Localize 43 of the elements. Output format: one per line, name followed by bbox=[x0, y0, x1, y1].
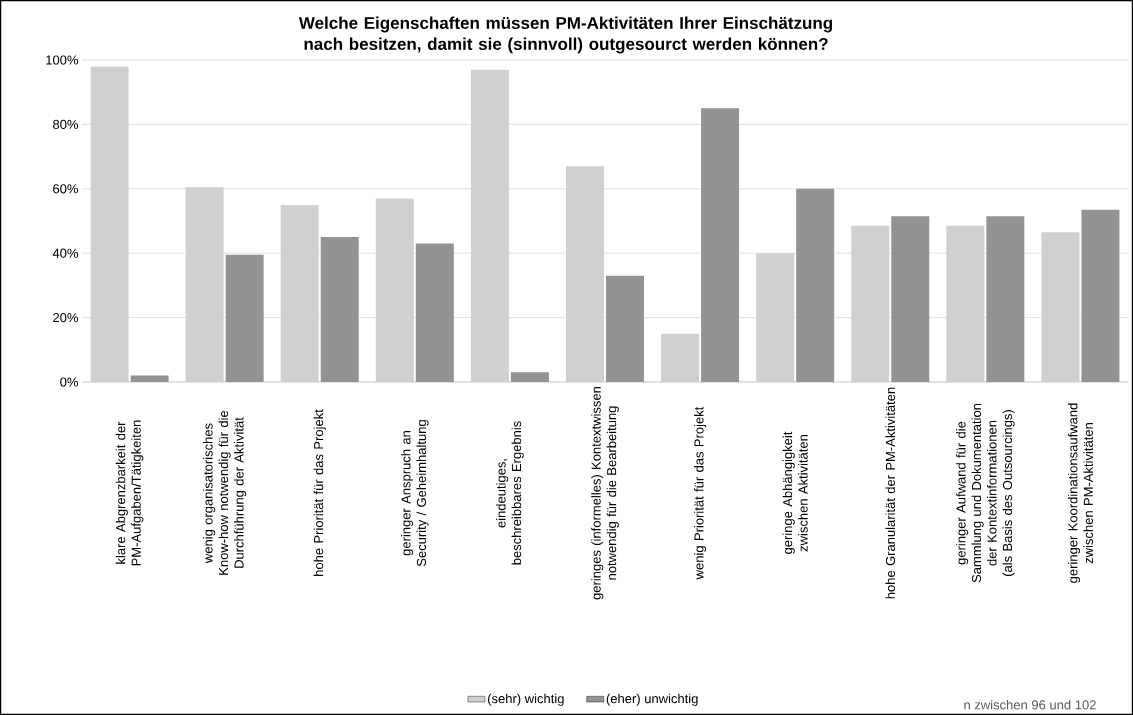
x-tick-label: wenig organisatorisches Know-how notwendig für die Durchführung der Aktivität bbox=[203, 410, 247, 575]
bar bbox=[130, 375, 169, 382]
chart-title: Welche Eigenschaften müssen PM-Aktivitäten Ihrer Einschätzung nach besitzen, damit sie (sinnvoll) outgesourct werden können? bbox=[298, 16, 833, 54]
x-tick-label: wenig Priorität für das Projekt bbox=[694, 406, 707, 580]
bar bbox=[415, 243, 454, 382]
bar bbox=[1081, 209, 1120, 382]
bar bbox=[851, 225, 890, 382]
bar bbox=[986, 216, 1025, 382]
bar bbox=[566, 166, 604, 382]
x-tick-label: geringes (informelles) Kontextwissen notwendig für die Bearbeitung bbox=[591, 386, 619, 600]
bar bbox=[320, 237, 359, 382]
y-tick-label: 100% bbox=[46, 55, 79, 65]
bar bbox=[185, 187, 224, 382]
y-tick-label: 80% bbox=[53, 119, 79, 129]
y-tick-label: 40% bbox=[52, 248, 79, 258]
bar bbox=[606, 275, 644, 382]
bar bbox=[756, 253, 795, 382]
x-tick-label: hohe Priorität für das Projekt bbox=[313, 409, 326, 576]
bar bbox=[891, 216, 930, 382]
bar bbox=[470, 69, 509, 382]
legend-label: (eher) unwichtig bbox=[606, 693, 698, 706]
bar bbox=[946, 225, 985, 382]
bar bbox=[1041, 232, 1080, 382]
y-tick-label: 60% bbox=[53, 184, 79, 194]
x-tick-label: eindeutiges, beschreibbares Ergebnis bbox=[496, 421, 524, 565]
bar bbox=[701, 108, 740, 382]
x-tick-label: hohe Granularität der PM-Aktivitäten bbox=[885, 387, 896, 599]
bar bbox=[225, 254, 264, 382]
text: n zwischen 96 und 102 bbox=[964, 699, 1096, 710]
x-tick-label: klare Abgrenzbarkeit der PM-Aufgaben/Tätigkeiten bbox=[115, 420, 144, 566]
bar bbox=[510, 372, 549, 382]
x-tick-label: geringer Koordinationsaufwand zwischen PM-Aktivitäten bbox=[1067, 403, 1093, 583]
bar bbox=[375, 198, 414, 382]
x-tick-label: geringe Abhängigkeit zwischen Aktivitäten bbox=[782, 431, 808, 554]
bar bbox=[90, 66, 129, 382]
y-tick-label: 20% bbox=[53, 312, 79, 323]
legend-label: (sehr) wichtig bbox=[487, 693, 564, 706]
bar bbox=[661, 333, 700, 382]
bar bbox=[280, 204, 319, 382]
x-tick-label: geringer Anspruch an Security / Geheimhaltung bbox=[401, 420, 429, 567]
bar bbox=[796, 188, 835, 382]
y-tick-label: 0% bbox=[60, 377, 79, 387]
x-tick-label: geringer Aufwand für die Sammlung und Dokumentation der Kontextinformationen (als Basis des Outsourcings) bbox=[956, 403, 1015, 583]
